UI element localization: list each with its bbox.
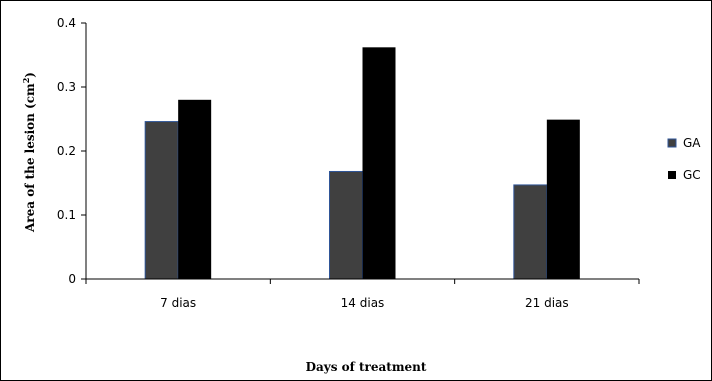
y-tick-label: 0.4 [57, 16, 76, 30]
legend-swatch-ga [667, 138, 677, 148]
bar-ga-14-dias [329, 170, 363, 280]
legend-label-ga: GA [683, 136, 701, 150]
x-axis-title: Days of treatment [306, 360, 427, 374]
bar-gc-21-dias [546, 119, 580, 279]
bar-ga-7-dias [144, 121, 179, 280]
bars [144, 47, 580, 280]
legend-swatch-gc [668, 171, 676, 179]
x-tick-label: 7 dias [160, 296, 196, 310]
x-tick-label: 14 dias [341, 296, 385, 310]
legend: GA GC [667, 136, 701, 182]
y-tick-label: 0.1 [57, 208, 76, 222]
y-tick-label: 0 [68, 272, 76, 286]
legend-label-gc: GC [683, 168, 701, 182]
bar-gc-14-dias [362, 47, 396, 279]
bar-ga-21-dias [513, 184, 548, 280]
y-tick-label: 0.2 [57, 144, 76, 158]
x-axis-ticks: 7 dias 14 dias 21 dias [85, 279, 640, 310]
y-axis-ticks: 0 0.1 0.2 0.3 0.4 [57, 16, 86, 286]
x-tick-label: 21 dias [525, 296, 569, 310]
y-tick-label: 0.3 [57, 80, 76, 94]
y-axis-title: Area of the lesion (cm2) [21, 72, 37, 233]
bar-gc-7-dias [178, 99, 212, 279]
